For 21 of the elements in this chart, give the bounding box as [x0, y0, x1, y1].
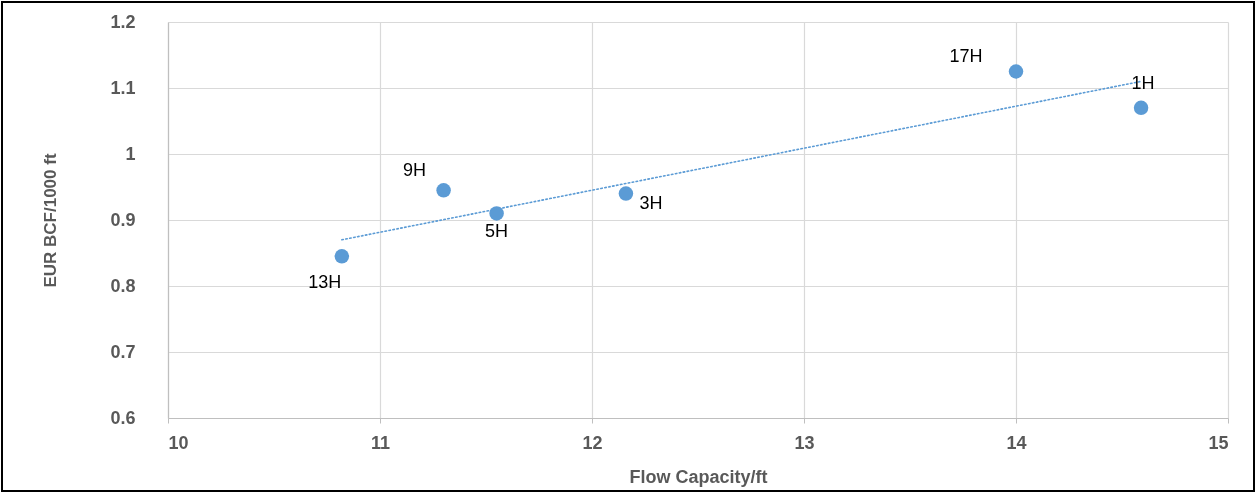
y-tick-label: 0.9 [110, 209, 136, 230]
annotation: 9H [403, 160, 427, 181]
y-tick-label: 1.2 [110, 11, 136, 32]
x-axis-title: Flow Capacity/ft [629, 466, 768, 487]
annotation: 3H [639, 192, 663, 213]
x-tick-label: 11 [370, 432, 391, 453]
x-tick-label: 12 [582, 432, 603, 453]
y-axis-title: EUR BCF/1000 ft [41, 153, 61, 288]
annotation: 17H [949, 45, 983, 66]
y-tick-label: 0.8 [110, 275, 136, 296]
annotation: 13H [308, 272, 342, 293]
annotation: 1H [1131, 72, 1155, 93]
y-tick-label: 0.7 [110, 341, 136, 362]
y-tick-label: 1 [125, 143, 136, 164]
x-tick-label: 15 [1208, 432, 1229, 453]
y-tick-label: 1.1 [110, 77, 136, 98]
annotation: 5H [485, 221, 509, 242]
x-tick-label: 13 [794, 432, 815, 453]
x-tick-label: 10 [168, 432, 189, 453]
x-tick-label: 14 [1006, 432, 1027, 453]
y-tick-label: 0.6 [110, 407, 136, 428]
